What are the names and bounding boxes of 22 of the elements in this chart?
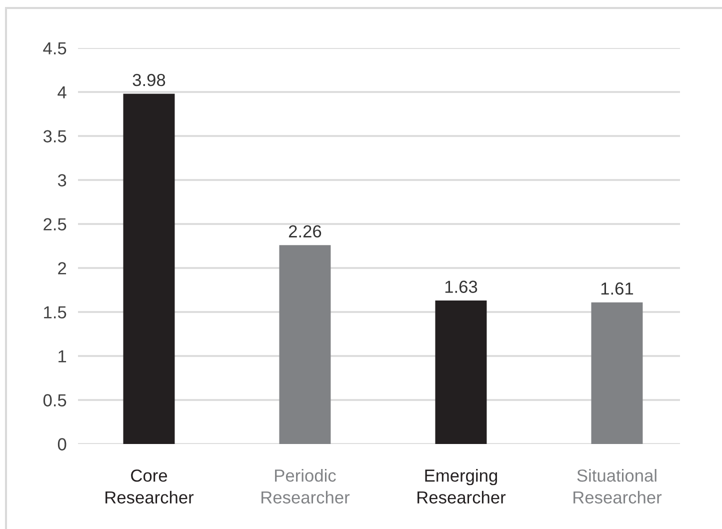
y-tick-label: 1 xyxy=(58,350,66,362)
y-tick-label: 3.5 xyxy=(43,130,66,142)
y-tick-label: 4.5 xyxy=(43,42,66,54)
y-tick-label: 3 xyxy=(58,174,66,186)
y-tick-label: 4 xyxy=(58,86,66,98)
x-tick-label: Situational Researcher xyxy=(574,469,662,504)
bar xyxy=(279,245,331,444)
x-tick-label: Emerging Researcher xyxy=(418,469,506,504)
data-label: 1.61 xyxy=(601,282,634,295)
x-tick-label: Core Researcher xyxy=(106,469,194,504)
y-tick-label: 1.5 xyxy=(44,306,66,318)
data-label: 1.63 xyxy=(445,280,478,293)
y-tick-label: 2 xyxy=(58,262,66,274)
data-label: 2.26 xyxy=(288,225,322,238)
bar xyxy=(591,302,643,444)
bar xyxy=(435,300,487,444)
data-label: 3.98 xyxy=(132,74,166,86)
y-tick-label: 0.5 xyxy=(43,394,66,406)
x-tick-label: Periodic Researcher xyxy=(262,469,350,504)
y-tick-label: 2.5 xyxy=(44,218,66,230)
y-tick-label: 0 xyxy=(58,438,66,450)
bar xyxy=(123,94,175,444)
